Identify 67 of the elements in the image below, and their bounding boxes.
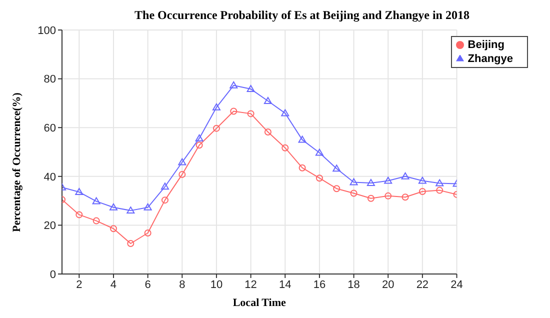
point bbox=[76, 211, 83, 218]
point bbox=[144, 230, 152, 237]
x-tick-label: 12 bbox=[244, 278, 257, 291]
point bbox=[127, 240, 134, 247]
y-tick-label: 0 bbox=[50, 268, 56, 281]
point bbox=[332, 164, 341, 172]
point bbox=[178, 170, 186, 178]
point bbox=[212, 103, 220, 110]
point bbox=[315, 148, 324, 156]
point bbox=[230, 81, 238, 88]
point bbox=[418, 188, 426, 196]
point bbox=[367, 194, 374, 202]
point bbox=[316, 174, 323, 182]
point bbox=[109, 203, 118, 210]
point bbox=[264, 97, 272, 104]
x-tick-label: 22 bbox=[416, 278, 429, 291]
point bbox=[436, 186, 444, 194]
x-tick-label: 24 bbox=[450, 278, 463, 291]
point bbox=[401, 172, 410, 180]
x-tick-label: 8 bbox=[179, 278, 186, 291]
point bbox=[333, 185, 340, 192]
y-tick-label: 100 bbox=[38, 24, 56, 37]
point bbox=[110, 225, 117, 232]
y-tick-label: 60 bbox=[44, 122, 56, 135]
point bbox=[246, 85, 255, 92]
point bbox=[92, 217, 100, 224]
x-tick-label: 2 bbox=[76, 278, 82, 291]
point bbox=[418, 176, 426, 184]
legend-label: Beijing bbox=[468, 39, 504, 51]
point bbox=[196, 142, 203, 149]
x-tick-label: 4 bbox=[110, 278, 117, 291]
point bbox=[264, 128, 272, 136]
point bbox=[298, 136, 306, 143]
point bbox=[212, 124, 220, 132]
point bbox=[384, 192, 392, 200]
x-tick-label: 14 bbox=[279, 278, 292, 291]
point bbox=[282, 144, 289, 152]
point bbox=[281, 109, 290, 116]
point bbox=[366, 178, 375, 186]
x-tick-label: 18 bbox=[348, 278, 360, 291]
y-tick-label: 20 bbox=[44, 220, 56, 232]
chart-title: The Occurrence Probability of Es at Beijing and Zhangye in 2018 bbox=[134, 8, 470, 23]
point bbox=[178, 158, 186, 166]
legend-label: Zhangye bbox=[468, 53, 513, 65]
y-axis-title: Percentage of Occurrence(%) bbox=[10, 92, 23, 232]
x-axis-title: Local Time bbox=[232, 297, 286, 309]
point bbox=[230, 108, 238, 115]
point bbox=[195, 134, 204, 142]
point bbox=[436, 179, 444, 186]
point bbox=[144, 203, 152, 210]
point bbox=[247, 110, 254, 118]
point bbox=[402, 194, 409, 201]
point bbox=[126, 206, 135, 214]
point bbox=[384, 176, 392, 184]
x-tick-label: 20 bbox=[382, 278, 394, 291]
point bbox=[160, 182, 169, 190]
y-tick-label: 40 bbox=[44, 171, 56, 184]
point bbox=[161, 196, 168, 204]
y-tick-label: 80 bbox=[44, 74, 56, 86]
x-tick-label: 6 bbox=[144, 278, 151, 291]
point bbox=[350, 190, 358, 197]
point bbox=[75, 188, 84, 196]
x-tick-label: 16 bbox=[313, 278, 326, 291]
x-tick-label: 10 bbox=[210, 278, 223, 291]
point bbox=[298, 164, 306, 172]
point bbox=[92, 197, 100, 204]
point bbox=[350, 178, 358, 186]
